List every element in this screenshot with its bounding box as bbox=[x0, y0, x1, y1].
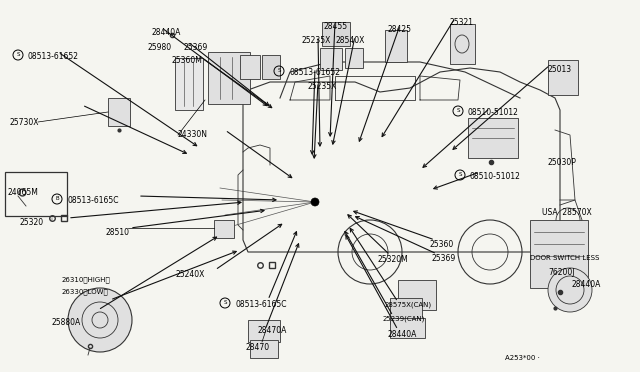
Text: 24065M: 24065M bbox=[8, 188, 39, 197]
Bar bbox=[390, 318, 425, 338]
Text: 25880A: 25880A bbox=[52, 318, 81, 327]
Text: 28470: 28470 bbox=[246, 343, 270, 352]
Bar bbox=[214, 220, 234, 238]
Text: 28440A: 28440A bbox=[388, 330, 417, 339]
Text: 28470A: 28470A bbox=[258, 326, 287, 335]
Text: DOOR SWITCH LESS: DOOR SWITCH LESS bbox=[530, 255, 600, 261]
Bar bbox=[240, 55, 260, 79]
Bar bbox=[345, 48, 363, 68]
Text: 25980: 25980 bbox=[147, 43, 171, 52]
Bar bbox=[175, 58, 203, 110]
Text: 08513-6165C: 08513-6165C bbox=[67, 196, 118, 205]
Text: 25235X: 25235X bbox=[308, 82, 337, 91]
Text: A253*00 ·: A253*00 · bbox=[505, 355, 540, 361]
Bar bbox=[548, 60, 578, 95]
Text: 25235X: 25235X bbox=[302, 36, 332, 45]
Text: 26330〈LOW〉: 26330〈LOW〉 bbox=[62, 288, 109, 295]
Text: USA  28570X: USA 28570X bbox=[542, 208, 592, 217]
Bar bbox=[262, 55, 280, 79]
Text: S: S bbox=[223, 301, 227, 305]
Bar bbox=[5, 172, 67, 216]
Bar bbox=[322, 22, 350, 46]
Text: 28440A: 28440A bbox=[572, 280, 602, 289]
Text: S: S bbox=[456, 109, 460, 113]
Bar bbox=[530, 220, 588, 288]
Text: 08513-61652: 08513-61652 bbox=[28, 52, 79, 61]
Text: S: S bbox=[16, 52, 20, 58]
Bar bbox=[468, 118, 518, 158]
Text: 08513-61652: 08513-61652 bbox=[289, 68, 340, 77]
Bar bbox=[390, 298, 422, 324]
Circle shape bbox=[68, 288, 132, 352]
Text: 25240X: 25240X bbox=[175, 270, 204, 279]
Text: 25369: 25369 bbox=[184, 43, 208, 52]
Text: 25360M: 25360M bbox=[172, 56, 203, 65]
Text: B: B bbox=[55, 196, 59, 202]
Bar bbox=[248, 320, 280, 342]
Text: 24330N: 24330N bbox=[178, 130, 208, 139]
Text: 76200J: 76200J bbox=[548, 268, 575, 277]
Bar bbox=[385, 30, 407, 62]
Bar bbox=[250, 340, 278, 358]
Circle shape bbox=[548, 268, 592, 312]
Text: 25321: 25321 bbox=[450, 18, 474, 27]
Bar bbox=[320, 48, 342, 70]
Text: 28440A: 28440A bbox=[152, 28, 181, 37]
Text: 25360: 25360 bbox=[430, 240, 454, 249]
Text: 08510-51012: 08510-51012 bbox=[468, 108, 519, 117]
Text: S: S bbox=[458, 173, 461, 177]
Text: 28540X: 28540X bbox=[335, 36, 364, 45]
Bar bbox=[450, 24, 475, 64]
Text: 25369: 25369 bbox=[432, 254, 456, 263]
Bar bbox=[108, 98, 130, 126]
Text: 08513-6165C: 08513-6165C bbox=[235, 300, 287, 309]
Text: 28510: 28510 bbox=[105, 228, 129, 237]
Bar bbox=[398, 280, 436, 310]
Text: 25730X: 25730X bbox=[10, 118, 40, 127]
Text: 25013: 25013 bbox=[548, 65, 572, 74]
Text: 08510-51012: 08510-51012 bbox=[470, 172, 521, 181]
Text: S: S bbox=[277, 68, 281, 74]
Text: 25239(CAN): 25239(CAN) bbox=[383, 316, 426, 323]
Text: 25320: 25320 bbox=[20, 218, 44, 227]
Text: 25320M: 25320M bbox=[378, 255, 409, 264]
Text: 28575X(CAN): 28575X(CAN) bbox=[385, 302, 432, 308]
Bar bbox=[208, 52, 250, 104]
Text: 25030P: 25030P bbox=[548, 158, 577, 167]
Text: 28455: 28455 bbox=[323, 22, 347, 31]
Circle shape bbox=[311, 198, 319, 206]
Text: 26310〈HIGH〉: 26310〈HIGH〉 bbox=[62, 276, 111, 283]
Text: 28425: 28425 bbox=[388, 25, 412, 34]
